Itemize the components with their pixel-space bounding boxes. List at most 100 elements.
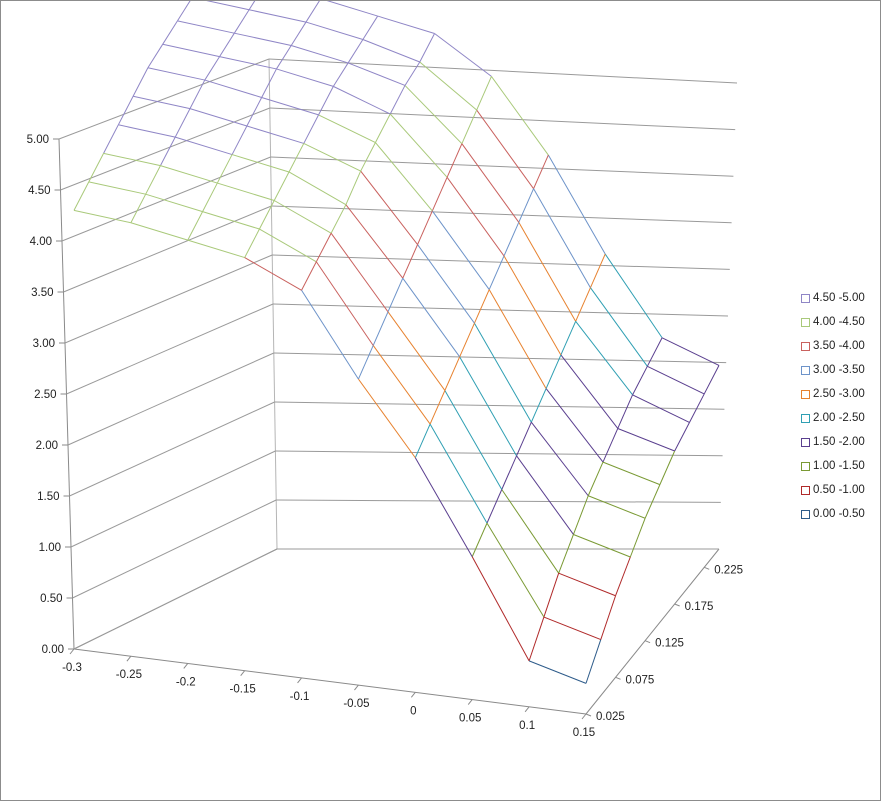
surface-mesh-segment xyxy=(301,290,359,380)
surface-mesh-segment xyxy=(558,572,616,597)
legend-label: 0.50 -1.00 xyxy=(813,484,865,496)
surface-mesh-segment xyxy=(632,366,648,396)
surface-mesh-segment xyxy=(600,595,617,640)
surface-mesh-segment xyxy=(543,616,601,641)
surface-mesh-segment xyxy=(602,461,661,486)
x-tick-mark xyxy=(467,699,473,705)
surface-mesh-segment xyxy=(575,321,633,396)
surface-mesh-segment xyxy=(461,109,478,144)
legend: 4.50 -5.00 4.00 -4.50 3.50 -4.00 3.00 -3… xyxy=(801,286,879,526)
surface-mesh-segment xyxy=(358,378,416,459)
surface-mesh-segment xyxy=(528,616,545,662)
surface-mesh-segment xyxy=(259,200,275,230)
surface-mesh-segment xyxy=(471,522,488,557)
surface-mesh-segment xyxy=(444,390,503,490)
surface-mesh-segment xyxy=(402,244,419,279)
gridline-left xyxy=(63,205,272,293)
x-tick-mark xyxy=(297,677,302,684)
legend-label: 3.50 -4.00 xyxy=(813,340,865,352)
surface-mesh-segment xyxy=(573,534,631,558)
surface-mesh-segment xyxy=(585,639,602,684)
x-tick-mark xyxy=(240,670,246,676)
z-tick-label: 2.00 xyxy=(36,440,58,452)
surface-mesh-segment xyxy=(219,56,277,70)
surface-mesh-segment xyxy=(545,354,562,389)
surface-mesh-segment xyxy=(330,232,389,313)
surface-mesh-segment xyxy=(145,193,203,213)
surface-mesh-segment xyxy=(429,423,488,524)
surface-mesh-segment xyxy=(547,154,606,255)
x-tick-mark xyxy=(126,655,132,662)
legend-swatch-1 xyxy=(801,317,810,327)
surface-mesh-segment xyxy=(345,204,404,279)
surface-mesh-segment xyxy=(187,211,203,241)
surface-mesh-segment xyxy=(160,165,218,184)
x-tick-label: 0.05 xyxy=(459,713,481,725)
surface-mesh-segment xyxy=(360,142,376,172)
gridline-left xyxy=(64,254,273,344)
gridline-left xyxy=(66,303,274,395)
surface-mesh-segment xyxy=(73,209,131,224)
surface-mesh-segment xyxy=(372,311,389,346)
legend-item: 2.50 -3.00 xyxy=(801,382,879,406)
surface-mesh-segment xyxy=(389,113,448,178)
surface-mesh-segment xyxy=(326,1,378,17)
x-tick-mark xyxy=(410,692,416,698)
legend-label: 4.50 -5.00 xyxy=(813,292,865,304)
surface-mesh-segment xyxy=(202,182,218,212)
surface-mesh-segment xyxy=(174,108,191,138)
surface-mesh-segment xyxy=(259,228,317,263)
surface-mesh-segment xyxy=(189,79,206,109)
surface-mesh-segment xyxy=(417,244,475,324)
legend-item: 2.00 -2.50 xyxy=(801,406,879,430)
y-tick-mark xyxy=(644,640,651,644)
surface-mesh-segment xyxy=(461,143,520,223)
legend-item: 0.00 -0.50 xyxy=(801,502,879,526)
surface-mesh-segment xyxy=(357,345,374,380)
legend-label: 1.00 -1.50 xyxy=(813,460,865,472)
surface-mesh-segment xyxy=(575,287,591,322)
surface-mesh-segment xyxy=(175,136,233,156)
legend-swatch-4 xyxy=(801,389,810,399)
gridline-back xyxy=(275,450,723,457)
surface-mesh-segment xyxy=(305,1,320,23)
surface-mesh-segment xyxy=(347,62,406,86)
gridline-back xyxy=(273,352,727,364)
surface-mesh-segment xyxy=(147,67,205,81)
surface-mesh-segment xyxy=(414,457,473,558)
surface-mesh-segment xyxy=(404,61,421,86)
x-tick-label: 0.1 xyxy=(519,720,535,732)
surface-mesh-segment xyxy=(303,114,319,144)
z-tick-label: 1.50 xyxy=(37,491,59,503)
surface-mesh-segment xyxy=(177,20,235,34)
surface-mesh-segment xyxy=(404,85,463,145)
surface-mesh-segment xyxy=(486,522,545,618)
surface-mesh-segment xyxy=(219,32,235,57)
gridline-left xyxy=(60,107,270,191)
gridline-back xyxy=(270,156,734,177)
surface-mesh-segment xyxy=(543,573,560,618)
x-tick-mark xyxy=(354,684,359,691)
surface-mesh-segment xyxy=(604,253,663,339)
gridline-left xyxy=(72,499,277,599)
z-tick-label: 5.00 xyxy=(27,134,49,146)
surface-mesh-segment xyxy=(132,67,149,97)
legend-swatch-2 xyxy=(801,341,810,351)
legend-swatch-9 xyxy=(801,509,810,519)
surface-mesh-segment xyxy=(103,152,161,167)
surface-mesh-segment xyxy=(117,96,134,126)
surface-mesh-segment xyxy=(202,211,260,230)
surface-mesh-segment xyxy=(587,461,604,496)
surface-mesh-segment xyxy=(602,428,619,463)
surface-mesh-segment xyxy=(501,455,518,490)
x-tick-label: -0.2 xyxy=(176,676,196,688)
legend-label: 2.50 -3.00 xyxy=(813,388,865,400)
surface-mesh-segment xyxy=(276,45,292,70)
legend-swatch-5 xyxy=(801,413,810,423)
surface-mesh-segment xyxy=(118,124,176,138)
surface-mesh-segment xyxy=(377,15,435,34)
z-tick-label: 3.50 xyxy=(31,287,53,299)
surface-mesh-segment xyxy=(318,86,334,116)
legend-swatch-0 xyxy=(801,293,810,303)
legend-item: 0.50 -1.00 xyxy=(801,478,879,502)
